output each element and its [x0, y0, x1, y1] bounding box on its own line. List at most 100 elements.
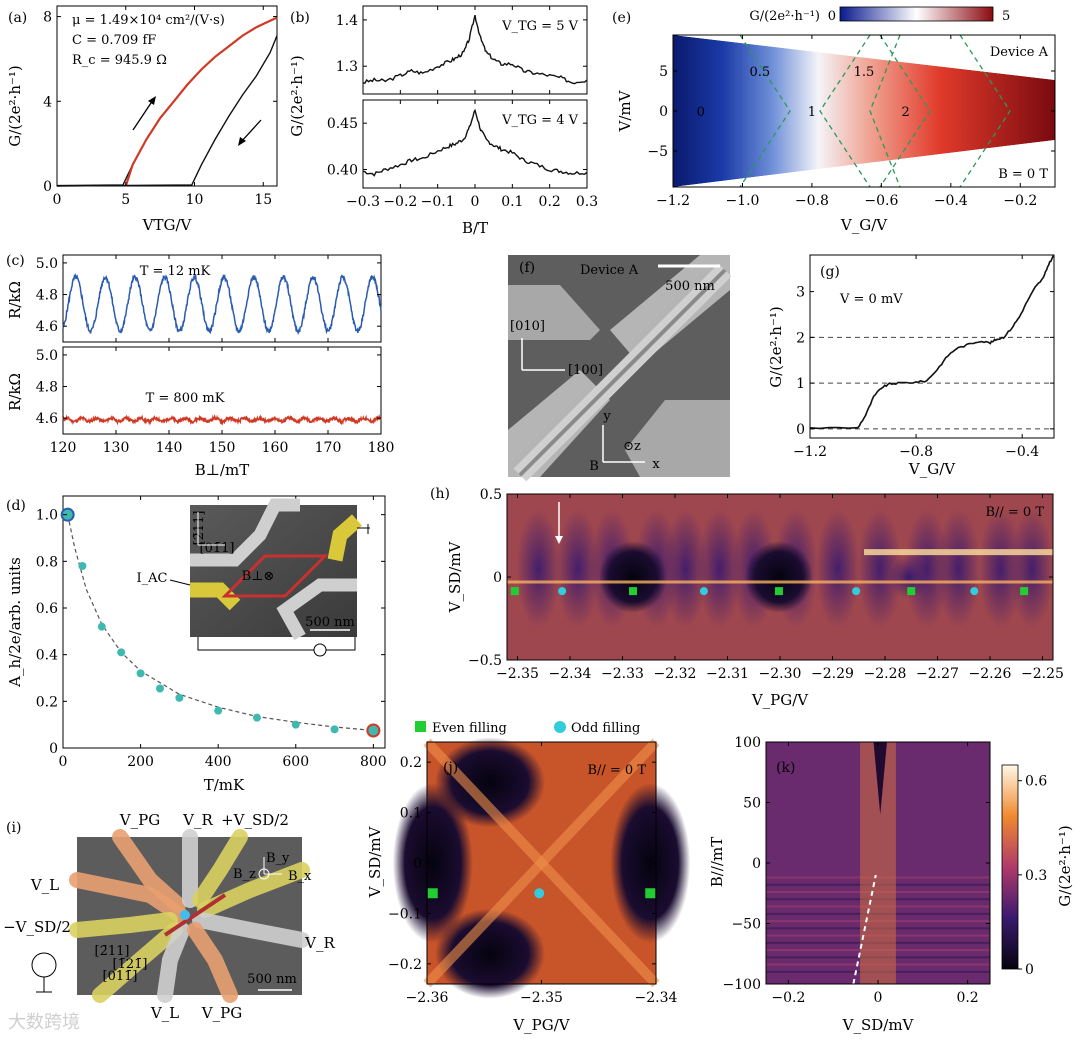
- coulomb-diamond: [697, 508, 742, 629]
- x-tick-label: 0: [471, 194, 480, 210]
- label-vl-left: V_L: [30, 876, 59, 894]
- diamond-guide: [959, 34, 1011, 188]
- y-tick-label: 0.8: [36, 554, 58, 570]
- y-tick-label: 50: [743, 796, 761, 812]
- inset-iac-label: I_AC: [137, 571, 168, 586]
- axes-frame: [62, 495, 386, 749]
- x-tick-label: 160: [262, 440, 289, 456]
- region-label: 0.5: [749, 65, 770, 80]
- x-tick-label: 0.2: [956, 990, 978, 1006]
- x-tick-label: 10: [186, 192, 204, 208]
- series-g: [809, 254, 1055, 430]
- nanowire-core: [518, 268, 727, 477]
- series-fit: [124, 16, 278, 187]
- y-tick-label: 1.4: [336, 13, 358, 29]
- legend-800mK: T = 800 mK: [146, 391, 225, 406]
- y-axis-label: A_h/2e/arb. units: [6, 557, 24, 688]
- label-vpg-top: V_PG: [119, 811, 160, 829]
- legend-odd-swatch: [554, 721, 566, 733]
- annotation: R_c = 945.9 Ω: [72, 53, 167, 68]
- x-tick-label: −0.6: [864, 193, 898, 209]
- x-tick-label: 0: [53, 192, 62, 208]
- y-tick-label: 4.8: [36, 288, 58, 304]
- y-tick-label: 8: [43, 10, 52, 26]
- gate-vpg-top: [112, 829, 186, 913]
- x-axis-label: V_G/V: [908, 460, 956, 478]
- annotation-4v: V_TG = 4 V: [501, 113, 579, 128]
- label-by: B_y: [266, 851, 290, 866]
- dir-label-2: [1̄21̄]: [113, 957, 148, 972]
- x-tick-label: −0.3: [346, 194, 380, 210]
- dir-100-label: [100]: [568, 363, 603, 378]
- x-tick-label: 170: [315, 440, 342, 456]
- data-point: [155, 684, 164, 693]
- x-axis-label: V_PG/V: [751, 691, 809, 709]
- axis-y-label: y: [602, 409, 611, 424]
- x-tick-label: −2.29: [811, 666, 854, 682]
- panel-e: (e) −1.2 −1.0 −0.8 −0.6 −0.4 −0.2 −5 0 5 0 0.5 1 1.5 2…: [612, 6, 1056, 234]
- marker-arrow-head: [555, 536, 563, 544]
- coulomb-diamond: [1010, 508, 1054, 629]
- series-800mK: [62, 413, 382, 426]
- field-label: B// = 0 T: [985, 505, 1044, 520]
- inset-b-label: B⊥⊗: [242, 569, 275, 584]
- y-tick-label: 5.0: [36, 348, 58, 364]
- y-tick-label: 0.4: [36, 648, 58, 664]
- y-tick-label: −0.2: [388, 957, 422, 973]
- odd-filling-marker: [558, 587, 567, 596]
- lead-top: [190, 498, 300, 567]
- label-vr-top: V_R: [182, 811, 213, 829]
- scalebar-label: 500 nm: [247, 972, 297, 987]
- inset-dir-bottom: [01̄1]: [200, 541, 235, 556]
- x-tick-label: 0: [59, 754, 68, 770]
- x-tick-label: 200: [127, 754, 154, 770]
- diamond-guide: [739, 34, 791, 188]
- x-tick-label: −2.35: [520, 990, 563, 1006]
- y-tick-label: 0.2: [36, 694, 58, 710]
- odd-filling-marker: [852, 587, 861, 596]
- x-tick-label: 180: [368, 440, 395, 456]
- region-label: 1.5: [854, 65, 875, 80]
- x-tick-label: −2.34: [549, 666, 592, 682]
- x-tick-label: −2.35: [496, 666, 539, 682]
- colorbar-tick-5: 5: [1002, 9, 1010, 24]
- even-filling-marker: [774, 587, 783, 596]
- label-vsd-minus: −V_SD/2: [3, 918, 71, 936]
- coulomb-diamond: [936, 508, 981, 629]
- coulomb-diamond: [815, 508, 860, 629]
- panel-label-b: (b): [290, 10, 310, 26]
- panel-label-h: (h): [430, 486, 450, 502]
- region-label: 2: [902, 105, 910, 120]
- dashed-guide: [852, 874, 877, 985]
- y-axis-label-top: R/kΩ: [6, 281, 24, 319]
- heatmap-mask-top: [673, 35, 1055, 80]
- y-tick-label: 0.1: [400, 806, 422, 822]
- data-point-highlight: [60, 507, 75, 522]
- y-tick-label: 4: [43, 94, 52, 110]
- contact-left: [190, 582, 241, 611]
- field-label: B// = 0 T: [587, 763, 646, 778]
- device-label: Device A: [580, 263, 639, 278]
- y-tick-label: 0: [493, 570, 502, 586]
- y-tick-label: 5: [659, 64, 668, 80]
- x-axis-label: V_SD/mV: [842, 1016, 915, 1034]
- scalebar-label: 500 nm: [665, 279, 715, 294]
- label-vsd-plus: +V_SD/2: [221, 811, 289, 829]
- watermark: 大数跨境: [8, 1012, 80, 1033]
- panel-label-e: (e): [612, 10, 631, 26]
- y-tick-label: 100: [734, 735, 761, 751]
- electrode-bottom-right: [625, 400, 730, 477]
- panel-k: −0.2 0 0.2 −100 −50 0 50 100 V_SD/mV B///mT (k) 0 0.…: [708, 735, 1074, 1034]
- colorbar-tick-label: 0.3: [1025, 868, 1047, 884]
- x-tick-label: −1.2: [793, 444, 827, 460]
- x-tick-label: −2.30: [759, 666, 802, 682]
- y-tick-label: 2: [796, 330, 805, 346]
- label-bx: B_x: [288, 869, 312, 884]
- even-filling-marker: [645, 888, 656, 899]
- data-point: [330, 725, 339, 734]
- x-axis-label: V_G/V: [840, 216, 888, 234]
- contact-right: [327, 514, 362, 562]
- x-tick-label: −1.0: [725, 193, 759, 209]
- data-point: [291, 720, 300, 729]
- y-axis-label: V/mV: [616, 89, 634, 132]
